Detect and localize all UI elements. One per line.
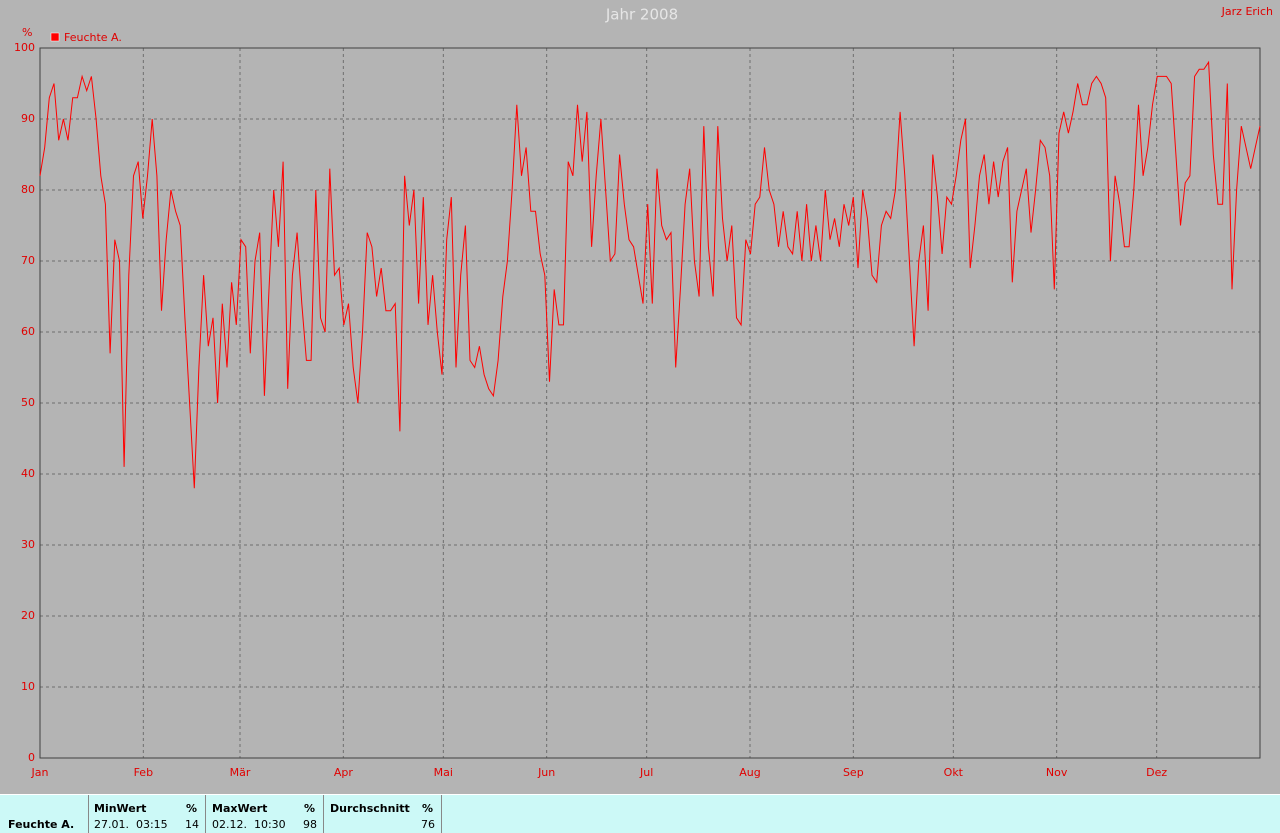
x-tick-label: Mär (230, 766, 251, 779)
stats-cell: MinWert% 27.01. 03:15 14 (88, 795, 206, 833)
x-tick-label: Feb (134, 766, 153, 779)
x-tick-label: Jan (31, 766, 49, 779)
stats-unit: % (421, 802, 433, 815)
y-tick-label: 10 (21, 680, 35, 693)
y-tick-label: 30 (21, 538, 35, 551)
x-tick-label: Aug (739, 766, 760, 779)
stats-unit: % (303, 802, 315, 815)
stats-header: MaxWert (212, 802, 268, 815)
data-line (39, 60, 1261, 489)
y-tick-label: 100 (14, 41, 35, 54)
legend-swatch (50, 32, 60, 42)
stats-time: 02.12. 10:30 (212, 818, 286, 831)
y-axis-label: % (22, 26, 32, 39)
y-tick-label: 0 (28, 751, 35, 764)
chart: Jahr 2008 Jarz Erich % 0 10 20 30 40 50 60 70 80… (14, 5, 1273, 779)
stats-cell: MaxWert% 02.12. 10:30 98 (206, 795, 324, 833)
stats-panel: Feuchte A. MinWert% 27.01. 03:15 14 MaxWert%… (0, 794, 1280, 833)
y-tick-label: 80 (21, 183, 35, 196)
y-tick-label: 90 (21, 112, 35, 125)
legend-label: Feuchte A. (64, 31, 122, 44)
stats-header: Durchschnitt (330, 802, 410, 815)
chart-title: Jahr 2008 (605, 6, 678, 24)
y-tick-label: 60 (21, 325, 35, 338)
x-tick-label: Nov (1046, 766, 1068, 779)
stats-value: 76 (421, 818, 435, 831)
author: Jarz Erich (1221, 5, 1273, 18)
plot-border (39, 47, 1261, 759)
y-tick-label: 20 (21, 609, 35, 622)
stats-value: 98 (303, 818, 317, 831)
x-tick-label: Jun (537, 766, 555, 779)
y-tick-label: 70 (21, 254, 35, 267)
stats-series-name: Feuchte A. (8, 818, 75, 831)
y-tick-label: 40 (21, 467, 35, 480)
stats-cell: Feuchte A. (0, 795, 89, 833)
stats-unit: % (185, 802, 197, 815)
x-tick-label: Okt (944, 766, 964, 779)
x-tick-label: Sep (843, 766, 864, 779)
x-tick-label: Mai (434, 766, 453, 779)
y-tick-label: 50 (21, 396, 35, 409)
x-tick-label: Apr (334, 766, 354, 779)
x-tick-label: Jul (639, 766, 653, 779)
x-tick-label: Dez (1146, 766, 1167, 779)
stats-time: 27.01. 03:15 (94, 818, 168, 831)
stats-value: 14 (185, 818, 199, 831)
stats-header: MinWert (94, 802, 147, 815)
stats-cell: Durchschnitt% 76 (324, 795, 442, 833)
